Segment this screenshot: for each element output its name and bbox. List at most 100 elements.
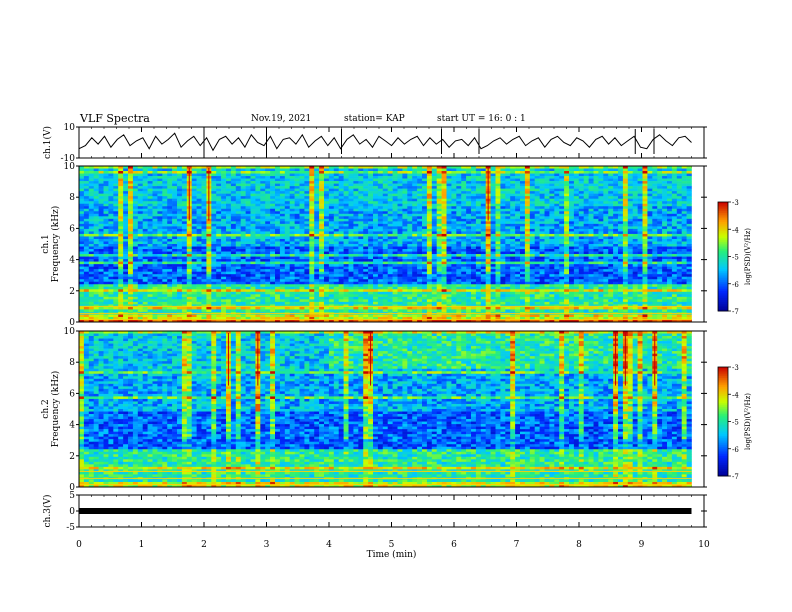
- spectrogram-cell: [657, 208, 663, 212]
- spectrogram-cell: [319, 213, 325, 217]
- spectrogram-cell: [93, 249, 99, 252]
- spectrogram-cell: [681, 254, 687, 257]
- spectrogram-cell: [113, 208, 119, 212]
- spectrogram-cell: [240, 236, 246, 240]
- spectrogram-cell: [671, 173, 678, 177]
- spectrogram-cell: [211, 238, 217, 242]
- spectrogram-cell: [652, 176, 658, 179]
- spectrogram-cell: [201, 226, 207, 230]
- spectrogram-cell: [294, 238, 300, 242]
- spectrogram-cell: [466, 206, 472, 210]
- spectrogram-cell: [299, 188, 305, 192]
- spectrogram-cell: [608, 246, 614, 250]
- spectrogram-cell: [230, 259, 237, 262]
- spectrogram-cell: [554, 256, 560, 260]
- spectrogram-cell: [358, 254, 364, 257]
- spectrogram-cell: [289, 196, 295, 200]
- spectrogram-cell: [289, 236, 295, 240]
- spectrogram-cell: [265, 218, 271, 222]
- spectrogram-cell: [573, 176, 580, 179]
- spectrogram-cell: [363, 178, 369, 182]
- spectrogram-cell: [657, 193, 663, 197]
- spectrogram-cell: [240, 168, 246, 172]
- spectrogram-cell: [314, 251, 320, 255]
- spectrogram-cell: [431, 183, 437, 187]
- spectrogram-cell: [137, 246, 143, 250]
- spectrogram-cell: [142, 213, 148, 217]
- spectrogram-cell: [500, 218, 506, 222]
- spectrogram-cell: [578, 178, 584, 182]
- spectrogram-cell: [206, 166, 212, 169]
- spectrogram-cell: [123, 178, 129, 182]
- spectrogram-cell: [162, 228, 168, 232]
- spectrogram-cell: [260, 206, 266, 210]
- spectrogram-cell: [539, 203, 545, 207]
- spectrogram-cell: [132, 213, 139, 217]
- spectrogram-cell: [662, 251, 668, 255]
- spectrogram-cell: [279, 251, 286, 255]
- spectrogram-cell: [461, 183, 467, 187]
- spectrogram-cell: [108, 259, 114, 262]
- spectrogram-cell: [529, 259, 535, 262]
- spectrogram-cell: [392, 166, 398, 169]
- spectrogram-cell: [480, 233, 486, 237]
- spectrogram-cell: [289, 223, 295, 227]
- spectrogram-cell: [260, 221, 266, 225]
- spectrogram-cell: [524, 238, 531, 242]
- spectrogram-cell: [524, 211, 531, 215]
- spectrogram-cell: [211, 226, 217, 230]
- spectrogram-cell: [490, 226, 496, 230]
- spectrogram-cell: [637, 203, 643, 207]
- spectrogram-cell: [407, 233, 413, 237]
- spectrogram-cell: [118, 203, 124, 207]
- spectrogram-cell: [407, 206, 413, 210]
- spectrogram-cell: [324, 238, 330, 242]
- spectrogram-cell: [181, 241, 188, 245]
- spectrogram-cell: [377, 228, 384, 232]
- spectrogram-cell: [549, 198, 555, 202]
- spectrogram-cell: [539, 198, 545, 202]
- spectrogram-cell: [431, 238, 437, 242]
- spectrogram-cells: [79, 166, 692, 323]
- spectrogram-cell: [118, 166, 124, 169]
- spectrogram-cell: [279, 254, 286, 257]
- spectrogram-cell: [181, 201, 188, 205]
- spectrogram-cell: [441, 233, 447, 237]
- spectrogram-cell: [93, 166, 99, 169]
- spectrogram-cell: [338, 256, 344, 260]
- spectrogram-cell: [177, 173, 183, 177]
- spectrogram-cell: [201, 198, 207, 202]
- spectrogram-cell: [255, 168, 261, 172]
- spectrogram-cell: [230, 203, 237, 207]
- spectrogram-cell: [353, 183, 359, 187]
- spectrogram-cell: [157, 213, 163, 217]
- spectrogram-cell: [397, 238, 403, 242]
- spectrogram-cell: [544, 251, 550, 255]
- spectrogram-cell: [667, 221, 673, 225]
- spectrogram-cell: [333, 211, 339, 215]
- spectrogram-cell: [583, 208, 589, 212]
- spectrogram-cell: [397, 166, 403, 169]
- spectrogram-cell: [500, 168, 506, 172]
- spectrogram-cell: [564, 171, 570, 174]
- spectrogram-cell: [529, 193, 535, 197]
- spectrogram-cell: [333, 166, 339, 169]
- spectrogram-cell: [652, 168, 658, 172]
- spectrogram-cell: [328, 244, 335, 247]
- spectrogram-cell: [647, 256, 653, 260]
- spectrogram-cell: [544, 226, 550, 230]
- spectrogram-cell: [132, 196, 139, 200]
- spectrogram-cell: [98, 244, 104, 247]
- spectrogram-cell: [123, 196, 129, 200]
- spectrogram-cell: [392, 226, 398, 230]
- spectrogram-cell: [309, 191, 315, 194]
- spectrogram-cell: [196, 213, 202, 217]
- spectrogram-cell: [588, 228, 594, 232]
- spectrogram-cell: [397, 183, 403, 187]
- spectrogram-cell: [103, 188, 109, 192]
- spectrogram-cell: [412, 254, 418, 257]
- spectrogram-cell: [647, 201, 653, 205]
- spectrogram-cell: [289, 226, 295, 230]
- spectrogram-cell: [353, 236, 359, 240]
- spectrogram-cell: [583, 233, 589, 237]
